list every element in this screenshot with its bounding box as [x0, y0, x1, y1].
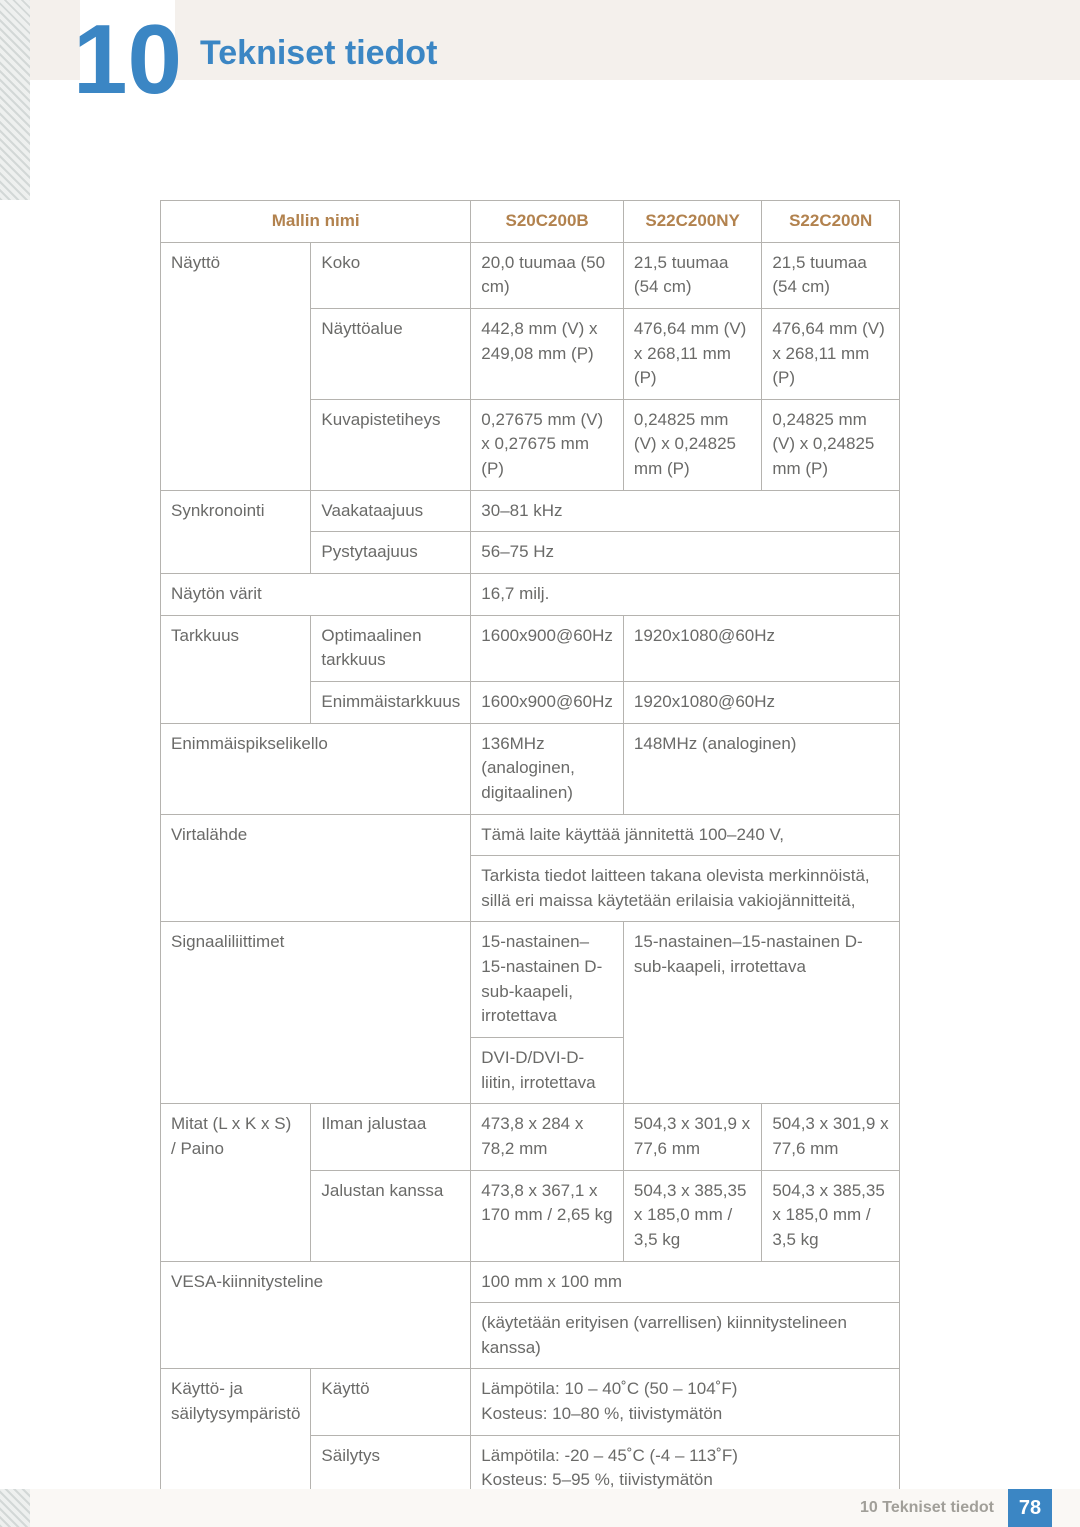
- header-model-1: S22C200NY: [623, 201, 761, 243]
- table-row: Synkronointi Vaakataajuus 30–81 kHz: [161, 490, 900, 532]
- footer-hatched-strip: [0, 1489, 30, 1527]
- cell-optres-label: Optimaalinen tarkkuus: [311, 615, 471, 681]
- chapter-badge: 10: [80, 0, 175, 118]
- footer-text: 10 Tekniset tiedot: [860, 1499, 994, 1517]
- cell: 0,24825 mm (V) x 0,24825 mm (P): [762, 399, 900, 490]
- cell: 504,3 x 301,9 x 77,6 mm: [762, 1104, 900, 1170]
- cell: 0,24825 mm (V) x 0,24825 mm (P): [623, 399, 761, 490]
- cell-vesa-label: VESA-kiinnitysteline: [161, 1261, 471, 1369]
- cell: 1920x1080@60Hz: [623, 681, 899, 723]
- cell: 473,8 x 284 x 78,2 mm: [471, 1104, 624, 1170]
- spec-table: Mallin nimi S20C200B S22C200NY S22C200N …: [160, 200, 900, 1502]
- table-row: Virtalähde Tämä laite käyttää jännitettä…: [161, 814, 900, 856]
- table-row: Näyttö Koko 20,0 tuumaa (50 cm) 21,5 tuu…: [161, 242, 900, 308]
- left-hatched-strip: [0, 0, 30, 200]
- cell: 1600x900@60Hz: [471, 615, 624, 681]
- cell: (käytetään erityisen (varrellisen) kiinn…: [471, 1303, 900, 1369]
- cell: 442,8 mm (V) x 249,08 mm (P): [471, 308, 624, 399]
- table-row: Enimmäispikselikello 136MHz (analoginen,…: [161, 723, 900, 814]
- cell-colors-label: Näytön värit: [161, 574, 471, 616]
- cell-hfreq-label: Vaakataajuus: [311, 490, 471, 532]
- cell: 15-nastainen–15-nastainen D-sub-kaapeli,…: [471, 922, 624, 1038]
- cell-stand-label: Jalustan kanssa: [311, 1170, 471, 1261]
- cell-resolution-label: Tarkkuus: [161, 615, 311, 723]
- cell-pitch-label: Kuvapistetiheys: [311, 399, 471, 490]
- cell-area-label: Näyttöalue: [311, 308, 471, 399]
- table-row: Käyttö- ja säilytysympäristö Käyttö Lämp…: [161, 1369, 900, 1435]
- cell-display-label: Näyttö: [161, 242, 311, 490]
- cell-power-label: Virtalähde: [161, 814, 471, 922]
- cell: 504,3 x 301,9 x 77,6 mm: [623, 1104, 761, 1170]
- cell: Lämpötila: 10 – 40˚C (50 – 104˚F) Kosteu…: [471, 1369, 900, 1435]
- cell: 20,0 tuumaa (50 cm): [471, 242, 624, 308]
- cell-pixelclock-label: Enimmäispikselikello: [161, 723, 471, 814]
- cell-nostand-label: Ilman jalustaa: [311, 1104, 471, 1170]
- cell: 16,7 milj.: [471, 574, 900, 616]
- cell-signal-label: Signaaliliittimet: [161, 922, 471, 1104]
- cell-vfreq-label: Pystytaajuus: [311, 532, 471, 574]
- cell: Tämä laite käyttää jännitettä 100–240 V,: [471, 814, 900, 856]
- chapter-number: 10: [73, 10, 182, 108]
- cell-use-label: Käyttö: [311, 1369, 471, 1435]
- cell: 1600x900@60Hz: [471, 681, 624, 723]
- header-model-label: Mallin nimi: [161, 201, 471, 243]
- cell: 476,64 mm (V) x 268,11 mm (P): [623, 308, 761, 399]
- cell: 504,3 x 385,35 x 185,0 mm / 3,5 kg: [762, 1170, 900, 1261]
- chapter-title: Tekniset tiedot: [200, 34, 437, 73]
- cell: 56–75 Hz: [471, 532, 900, 574]
- cell-sync-label: Synkronointi: [161, 490, 311, 573]
- cell: 15-nastainen–15-nastainen D-sub-kaapeli,…: [623, 922, 899, 1104]
- table-row: Näytön värit 16,7 milj.: [161, 574, 900, 616]
- cell-size-label: Koko: [311, 242, 471, 308]
- cell: 30–81 kHz: [471, 490, 900, 532]
- cell: 504,3 x 385,35 x 185,0 mm / 3,5 kg: [623, 1170, 761, 1261]
- footer-page-number: 78: [1008, 1489, 1052, 1527]
- cell: 100 mm x 100 mm: [471, 1261, 900, 1303]
- header-model-2: S22C200N: [762, 201, 900, 243]
- table-row: Signaaliliittimet 15-nastainen–15-nastai…: [161, 922, 900, 1038]
- table-row: Tarkkuus Optimaalinen tarkkuus 1600x900@…: [161, 615, 900, 681]
- cell: 21,5 tuumaa (54 cm): [623, 242, 761, 308]
- cell: 136MHz (analoginen, digitaalinen): [471, 723, 624, 814]
- cell: 473,8 x 367,1 x 170 mm / 2,65 kg: [471, 1170, 624, 1261]
- cell: 21,5 tuumaa (54 cm): [762, 242, 900, 308]
- cell-env-label: Käyttö- ja säilytysympäristö: [161, 1369, 311, 1502]
- cell: DVI-D/DVI-D-liitin, irrotettava: [471, 1038, 624, 1104]
- table-header-row: Mallin nimi S20C200B S22C200NY S22C200N: [161, 201, 900, 243]
- cell: 1920x1080@60Hz: [623, 615, 899, 681]
- table-row: VESA-kiinnitysteline 100 mm x 100 mm: [161, 1261, 900, 1303]
- cell-maxres-label: Enimmäistarkkuus: [311, 681, 471, 723]
- table-row: Mitat (L x K x S) / Paino Ilman jalustaa…: [161, 1104, 900, 1170]
- cell: 148MHz (analoginen): [623, 723, 899, 814]
- cell-dims-label: Mitat (L x K x S) / Paino: [161, 1104, 311, 1261]
- cell: 476,64 mm (V) x 268,11 mm (P): [762, 308, 900, 399]
- cell: 0,27675 mm (V) x 0,27675 mm (P): [471, 399, 624, 490]
- footer: 10 Tekniset tiedot 78: [0, 1489, 1080, 1527]
- header-model-0: S20C200B: [471, 201, 624, 243]
- cell: Tarkista tiedot laitteen takana olevista…: [471, 856, 900, 922]
